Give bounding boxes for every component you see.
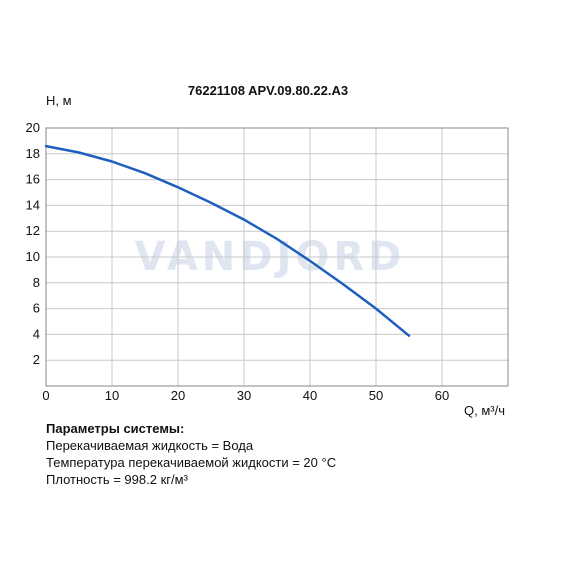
y-tick-label: 4 xyxy=(33,326,40,341)
parameters-heading: Параметры системы: xyxy=(46,421,185,436)
x-axis-label: Q, м³/ч xyxy=(464,403,505,418)
y-tick-label: 20 xyxy=(26,120,40,135)
grid xyxy=(45,127,508,386)
x-tick-label: 10 xyxy=(105,388,119,403)
x-axis: 0 10 20 30 40 50 60 xyxy=(42,388,449,403)
y-tick-label: 6 xyxy=(33,301,40,316)
x-tick-label: 20 xyxy=(171,388,185,403)
parameter-temperature: Температура перекачиваемой жидкости = 20… xyxy=(46,455,337,470)
x-tick-label: 40 xyxy=(303,388,317,403)
y-axis-label: H, м xyxy=(46,93,72,108)
x-tick-label: 30 xyxy=(237,388,251,403)
x-tick-label: 0 xyxy=(42,388,49,403)
y-tick-label: 10 xyxy=(26,249,40,264)
y-tick-label: 16 xyxy=(26,172,40,187)
series-layer xyxy=(44,144,411,337)
parameter-liquid: Перекачиваемая жидкость = Вода xyxy=(46,438,254,453)
chart-title: 76221108 APV.09.80.22.A3 xyxy=(188,83,348,98)
parameter-density: Плотность = 998.2 кг/м³ xyxy=(46,472,188,487)
system-parameters: Параметры системы: Перекачиваемая жидкос… xyxy=(46,420,336,488)
pump-curve-chart: 76221108 APV.09.80.22.A3 H, м Q, м³/ч VA… xyxy=(26,83,509,418)
x-tick-label: 60 xyxy=(435,388,449,403)
y-axis: 2 4 6 8 10 12 14 16 18 20 xyxy=(26,120,40,367)
y-tick-label: 14 xyxy=(26,197,40,212)
plot-area xyxy=(45,127,509,387)
series-line xyxy=(44,144,411,337)
y-tick-label: 8 xyxy=(33,275,40,290)
y-tick-label: 18 xyxy=(26,146,40,161)
y-tick-label: 12 xyxy=(26,223,40,238)
x-tick-label: 50 xyxy=(369,388,383,403)
y-tick-label: 2 xyxy=(33,352,40,367)
